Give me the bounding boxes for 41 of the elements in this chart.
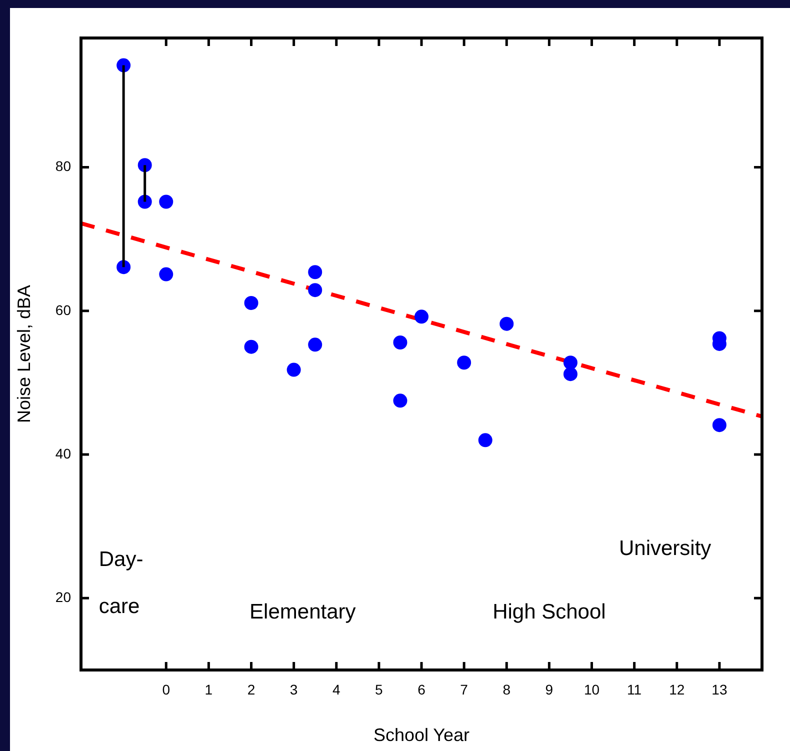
y-tick-label: 20 [55, 589, 72, 606]
point [393, 336, 408, 350]
x-axis-title: School Year [373, 725, 470, 746]
point [712, 418, 726, 432]
x-tick-label: 2 [247, 681, 256, 698]
x-tick-label: 12 [669, 681, 685, 698]
x-tick-label: 0 [162, 681, 170, 698]
point [414, 310, 428, 324]
x-tick-label: 4 [332, 681, 340, 698]
x-tick-label: 1 [204, 681, 213, 698]
y-tick-label: 60 [55, 302, 72, 318]
point [308, 283, 322, 298]
point [563, 356, 578, 370]
point [286, 362, 301, 377]
point [393, 394, 408, 408]
point [478, 433, 492, 448]
x-tick-label: 13 [712, 681, 728, 698]
point [308, 265, 322, 280]
point [244, 296, 258, 310]
annotation: Day- care [98, 548, 144, 618]
point [244, 340, 258, 354]
x-tick-label: 8 [502, 681, 511, 698]
x-tick-label: 10 [584, 681, 600, 698]
y-tick-label: 80 [55, 158, 72, 174]
x-tick-label: 6 [418, 681, 426, 698]
y-axis-title: Noise Level, dBA [14, 284, 34, 424]
x-tick-label: 9 [545, 681, 554, 698]
point [308, 338, 322, 352]
point [500, 316, 514, 331]
x-tick-label: 3 [290, 681, 298, 698]
x-tick-label: 7 [460, 681, 468, 698]
point [159, 194, 174, 209]
point [159, 267, 174, 282]
point [563, 367, 578, 382]
x-tick-label: 11 [627, 681, 642, 698]
annotation: High School [492, 600, 606, 624]
x-tick-label: 5 [375, 681, 384, 698]
y-tick-label: 40 [55, 445, 72, 462]
point [457, 356, 472, 370]
annotation: Elementary [250, 600, 356, 624]
annotation: University [618, 537, 712, 560]
